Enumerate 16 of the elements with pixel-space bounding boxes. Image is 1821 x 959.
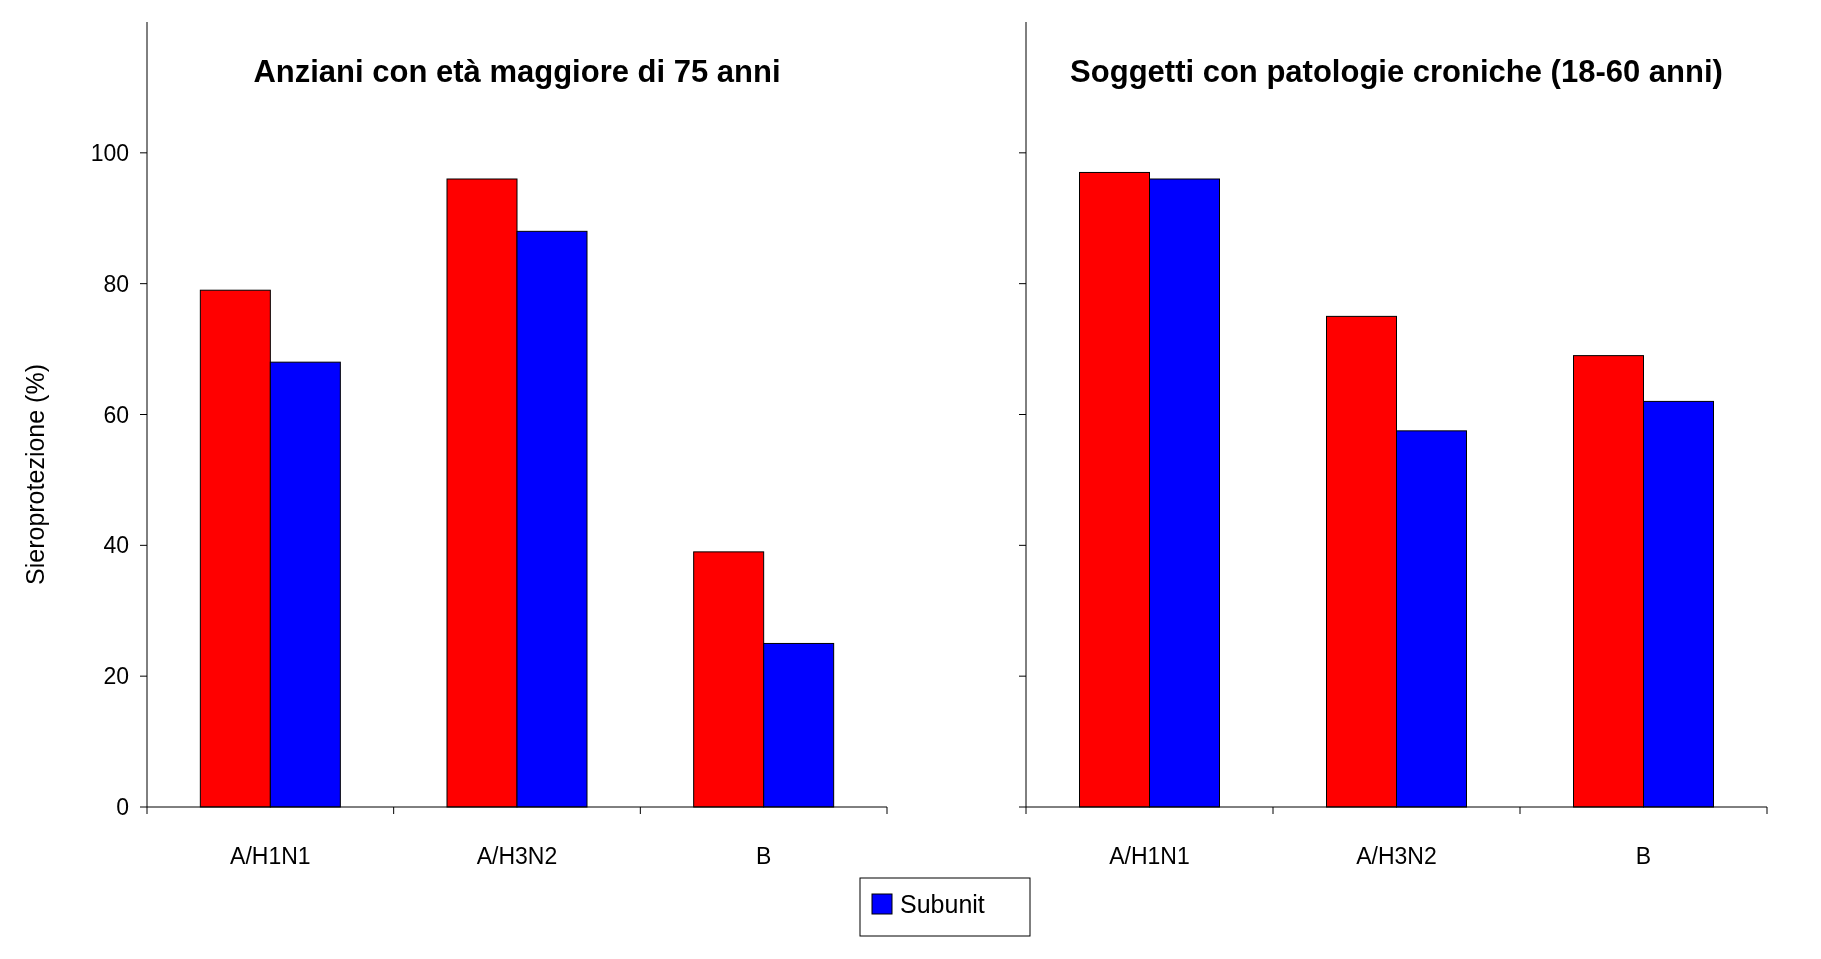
text: Anziani con età maggiore di 75 anni [253, 54, 781, 89]
y-tick-label: 60 [103, 401, 129, 428]
y-tick-label: 80 [103, 270, 129, 297]
y-axis-title: Sieroprotezione (%) [21, 364, 49, 585]
y-tick-label: 40 [103, 532, 129, 559]
y-tick-label: 20 [103, 663, 129, 690]
x-tick-label: B [1635, 843, 1652, 869]
x-tick-label: A/H1N1 [1109, 843, 1190, 869]
x-tick-label: A/H1N1 [230, 843, 311, 869]
x-tick-label: B [755, 843, 772, 869]
y-tick-label: 0 [116, 794, 129, 821]
text: Soggetti con patologie croniche (18-60 anni) [1070, 54, 1723, 89]
x-tick-label: A/H3N2 [1356, 843, 1437, 869]
legend-label: Subunit [900, 889, 985, 918]
y-tick-label: 100 [90, 139, 129, 166]
x-tick-label: A/H3N2 [476, 843, 558, 869]
